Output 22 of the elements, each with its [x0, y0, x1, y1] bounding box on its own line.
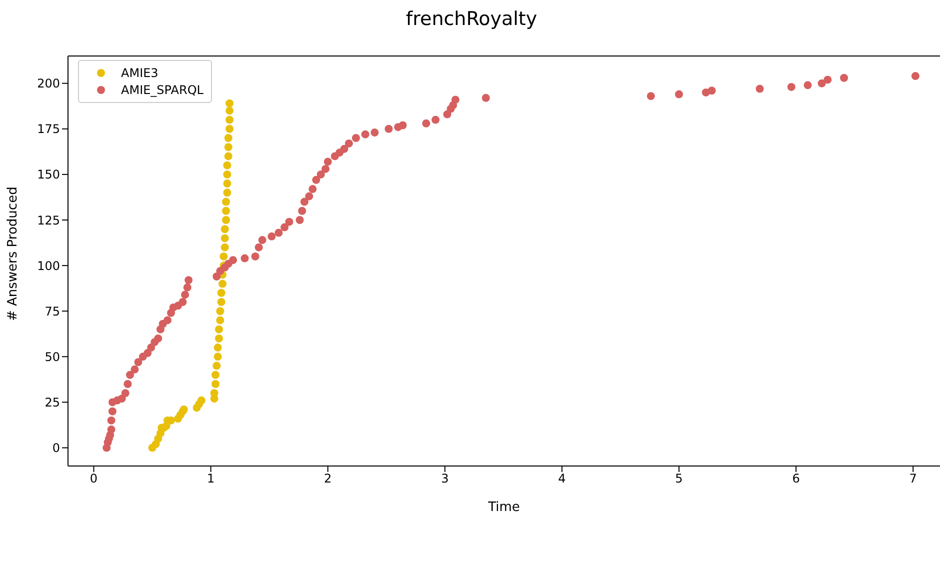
y-tick-label: 25: [44, 395, 60, 410]
x-tick-label: 6: [792, 472, 800, 486]
x-tick-label: 4: [558, 472, 566, 486]
y-tick-label: 50: [44, 350, 60, 364]
y-tick-label: 175: [37, 122, 60, 136]
y-axis-title: # Answers Produced: [6, 186, 21, 321]
x-tick-label: 5: [675, 472, 683, 486]
x-tick-label: 1: [206, 472, 215, 486]
x-tick-label: 0: [90, 472, 98, 486]
y-tick-label: 100: [37, 258, 60, 273]
y-tick-label: 200: [37, 76, 60, 91]
chart-title: frenchRoyalty: [404, 8, 538, 30]
x-axis-title: Time: [487, 500, 520, 515]
y-tick-label: 75: [44, 304, 60, 318]
y-tick-label: 125: [37, 213, 60, 228]
x-tick-label: 2: [324, 472, 332, 486]
legend-label: AMIE3: [121, 66, 158, 80]
y-tick-label: 150: [37, 168, 60, 182]
y-tick-label: 0: [52, 441, 60, 456]
x-tick-label: 7: [909, 472, 917, 486]
x-tick-label: 3: [441, 472, 449, 486]
legend-label: AMIE_SPARQL: [121, 83, 204, 97]
